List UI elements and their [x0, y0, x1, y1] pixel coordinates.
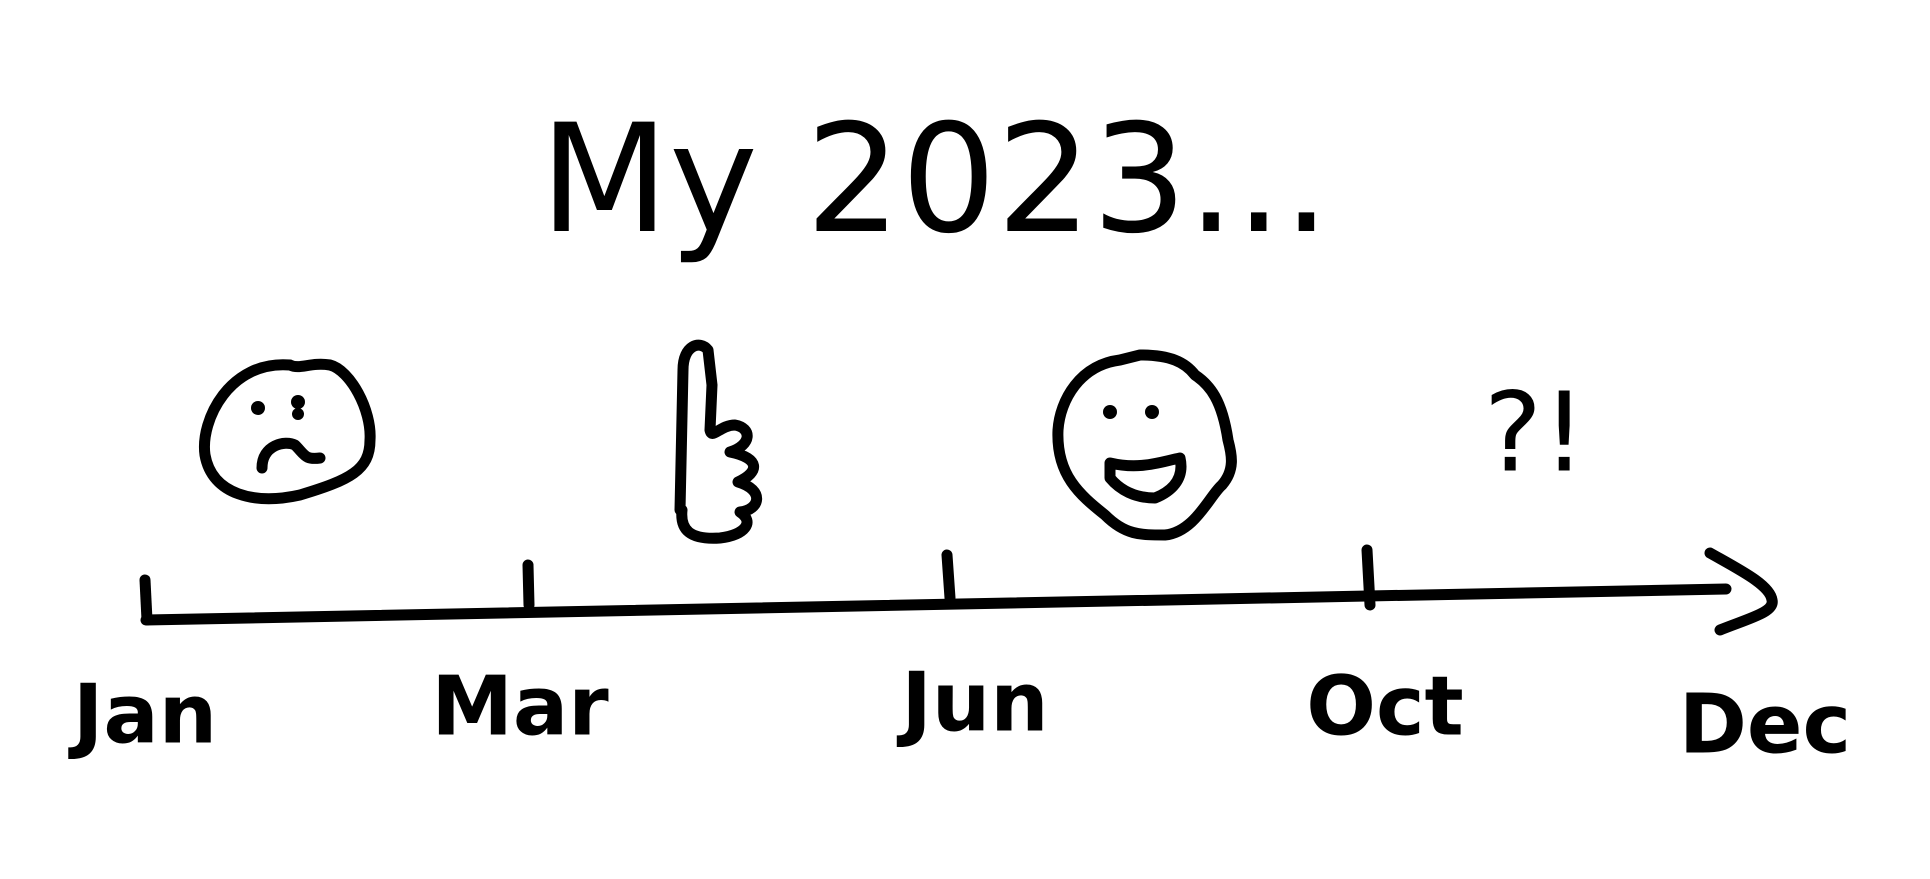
thumbs-up: [674, 339, 763, 544]
timeline: [139, 544, 1778, 636]
month-label: Jun: [896, 655, 1048, 750]
month-label: Jan: [68, 667, 217, 762]
month-label: Mar: [431, 659, 609, 754]
title: My 2023...: [540, 93, 1331, 267]
annotation: ?!: [1484, 368, 1586, 496]
happy-face: [1052, 349, 1237, 541]
month-label: Dec: [1679, 677, 1851, 772]
sad-face: [198, 358, 376, 505]
month-label: Oct: [1306, 659, 1464, 754]
